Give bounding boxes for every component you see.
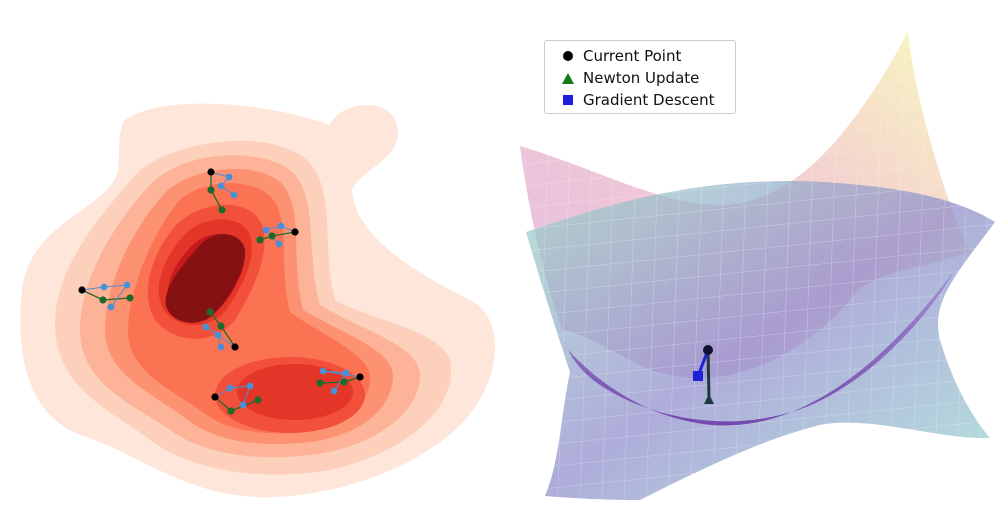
contour-level-8 <box>165 234 246 323</box>
path-cluster <box>211 382 262 415</box>
surface-plot <box>520 32 995 501</box>
gradient-point <box>342 369 350 377</box>
square-marker-icon <box>563 95 573 105</box>
path-cluster <box>207 168 238 214</box>
current-point <box>356 373 364 381</box>
newton-point <box>206 308 214 316</box>
gradient-point <box>217 343 225 351</box>
legend-item-current-point: Current Point <box>553 45 727 67</box>
newton-update-marker <box>704 394 714 404</box>
gradient-path-line <box>210 171 235 196</box>
gradient-point <box>217 182 225 190</box>
legend-label: Gradient Descent <box>583 91 715 109</box>
path-cluster <box>256 222 299 248</box>
newton-point <box>126 294 134 302</box>
path-cluster <box>78 281 134 311</box>
legend-item-gradient-descent: Gradient Descent <box>553 89 727 111</box>
gradient-point <box>226 384 234 392</box>
gradient-point <box>123 281 131 289</box>
gradient-path-line <box>81 284 129 308</box>
current-point <box>78 286 86 294</box>
legend-label: Newton Update <box>583 69 700 87</box>
lower-surface-grid <box>526 181 995 501</box>
circle-marker-icon <box>563 51 573 61</box>
gradient-point <box>100 283 108 291</box>
current-point <box>291 228 299 236</box>
newton-point <box>218 206 226 214</box>
contour-level-6b <box>237 364 353 420</box>
gradient-point <box>246 382 254 390</box>
current-point-marker <box>703 345 713 355</box>
gradient-descent-marker <box>693 371 703 381</box>
contour-plot <box>20 103 496 498</box>
newton-point <box>217 322 225 330</box>
gradient-point <box>319 367 327 375</box>
newton-point <box>256 236 264 244</box>
gradient-point <box>277 222 285 230</box>
newton-point <box>254 396 262 404</box>
path-cluster <box>202 308 239 351</box>
gradient-point <box>107 303 115 311</box>
current-point <box>207 168 215 176</box>
current-point <box>231 343 239 351</box>
gradient-point <box>214 331 222 339</box>
gradient-point <box>225 173 233 181</box>
newton-point <box>340 378 348 386</box>
legend-label: Current Point <box>583 47 682 65</box>
newton-update-line <box>706 349 711 401</box>
current-point <box>211 393 219 401</box>
gradient-point <box>230 191 238 199</box>
optimization-paths <box>78 168 364 415</box>
newton-point <box>316 379 324 387</box>
triangle-marker-icon <box>562 72 574 84</box>
gradient-point <box>262 226 270 234</box>
gradient-path-line <box>322 370 361 392</box>
legend-item-newton-update: Newton Update <box>553 67 727 89</box>
gradient-point <box>275 240 283 248</box>
newton-point <box>268 232 276 240</box>
gradient-point <box>202 323 210 331</box>
gradient-point <box>239 401 247 409</box>
gradient-point <box>330 387 338 395</box>
path-cluster <box>316 367 364 395</box>
gradient-path-line <box>214 385 251 406</box>
legend: Current Point Newton Update Gradient Des… <box>544 40 736 114</box>
newton-point <box>99 296 107 304</box>
newton-point <box>227 407 235 415</box>
newton-point <box>207 186 215 194</box>
